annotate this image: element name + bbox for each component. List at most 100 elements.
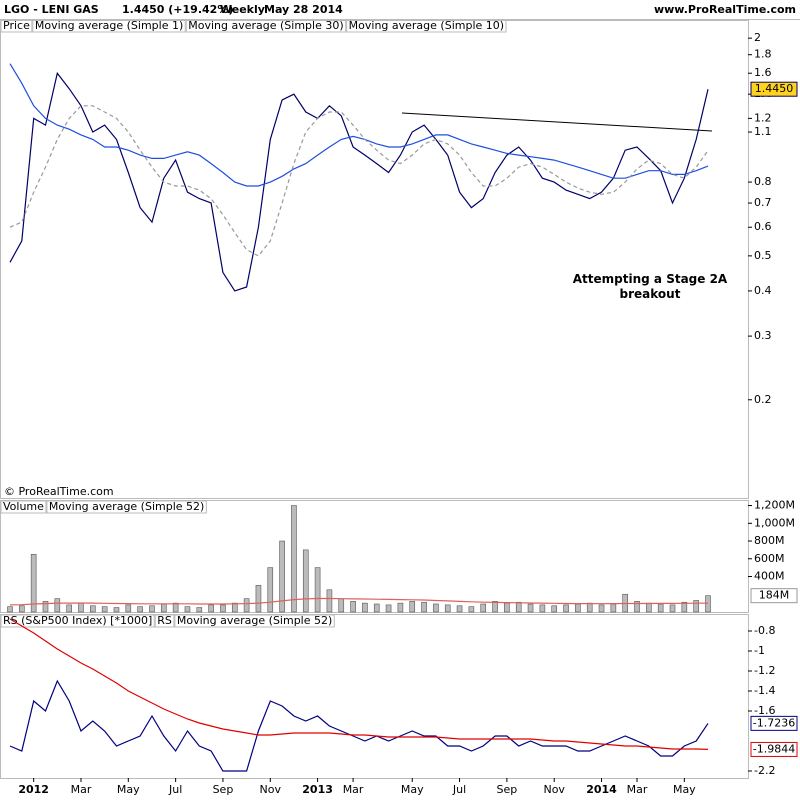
volume-bar	[149, 605, 155, 613]
y-tick-label: 600M	[754, 552, 785, 565]
volume-bar	[563, 604, 569, 613]
volume-bar	[669, 604, 676, 613]
volume-bar	[373, 603, 380, 613]
x-tick-label: Jul	[452, 783, 466, 796]
volume-bar	[480, 603, 487, 613]
volume-bar	[551, 605, 558, 613]
date: May 28 2014	[264, 3, 343, 16]
y-tick-label: 0.2	[754, 393, 772, 406]
series-line	[9, 105, 709, 257]
volume-bar	[160, 603, 167, 613]
volume-bar	[575, 603, 581, 613]
legend-entry: Moving average (Simple 30)	[188, 19, 343, 32]
y-tick-label: -1.4	[754, 684, 775, 697]
y-tick-label: 1,200M	[754, 499, 795, 512]
y-tick-label: -2.2	[754, 764, 775, 777]
volume-bar	[291, 505, 297, 613]
volume-bar	[385, 604, 392, 613]
volume-bar	[634, 601, 640, 613]
legend-entry: RS	[157, 614, 172, 627]
volume-bar	[101, 606, 108, 613]
copyright: © ProRealTime.com	[4, 485, 114, 498]
y-tick-label: -1.6	[754, 704, 775, 717]
volume-bar	[172, 602, 179, 613]
legend-entry: Moving average (Simple 52)	[49, 500, 204, 513]
rs-panel	[0, 614, 749, 779]
y-tick-label: 0.8	[754, 175, 772, 188]
volume-bar	[456, 605, 463, 613]
volume-bar	[137, 606, 143, 613]
volume-bar	[255, 585, 262, 613]
y-tick-label: 800M	[754, 534, 785, 547]
x-tick-label: May	[117, 783, 140, 796]
volume-bar	[433, 603, 439, 613]
volume-bar	[338, 598, 345, 613]
x-tick-label: 2012	[18, 783, 49, 796]
legend-box	[0, 614, 155, 628]
y-tick-label: 1.2	[754, 111, 772, 124]
legend-box	[346, 19, 507, 33]
volume-bar	[66, 604, 72, 613]
value-label: -1.9844	[753, 742, 795, 755]
volume-bar	[539, 604, 546, 613]
y-tick-label: 0.6	[754, 220, 772, 233]
volume-bar	[302, 549, 309, 613]
volume-bar	[78, 602, 84, 613]
volume-bar	[350, 601, 356, 613]
annotation-text: Attempting a Stage 2A breakout	[572, 272, 728, 301]
volume-bar	[527, 603, 534, 613]
volume-bar	[196, 607, 203, 613]
period: Weekly	[220, 3, 265, 16]
value-label-box	[750, 741, 798, 757]
volume-bar	[19, 605, 25, 613]
volume-bar	[279, 540, 285, 613]
legend-entry: Moving average (Simple 52)	[177, 614, 332, 627]
volume-bar	[409, 601, 416, 613]
volume-bar	[515, 601, 522, 613]
legend-entry: Moving average (Simple 10)	[349, 19, 504, 32]
value-label-box	[750, 715, 798, 731]
series-line	[9, 597, 709, 606]
quote: 1.4450 (+19.42%)	[122, 3, 233, 16]
volume-bar	[267, 567, 274, 613]
legend-box	[174, 614, 335, 628]
legend-entry: Price	[3, 19, 30, 32]
x-tick-label: Sep	[497, 783, 518, 796]
volume-bar	[598, 604, 605, 613]
y-tick-label: 1.1	[754, 125, 772, 138]
volume-bar	[90, 605, 96, 613]
y-tick-label: -1	[754, 644, 765, 657]
legend-box	[154, 614, 175, 628]
volume-bar	[646, 602, 652, 613]
y-tick-label: -1.2	[754, 664, 775, 677]
y-tick-label: 0.3	[754, 329, 772, 342]
x-tick-label: Jul	[168, 783, 182, 796]
series-line	[9, 63, 709, 187]
x-tick-label: Mar	[343, 783, 364, 796]
volume-bar	[42, 601, 49, 613]
volume-bar	[492, 601, 498, 613]
volume-bar	[421, 601, 427, 613]
volume-bar	[113, 607, 120, 613]
x-tick-label: Mar	[627, 783, 648, 796]
value-label-box	[750, 588, 798, 604]
x-tick-label: May	[673, 783, 696, 796]
volume-bar	[184, 606, 191, 613]
y-tick-label: 1.6	[754, 66, 772, 79]
value-label-box	[750, 81, 798, 97]
volume-bar	[444, 604, 451, 613]
volume-bar	[657, 603, 664, 613]
volume-bar	[610, 603, 617, 613]
series-line	[9, 71, 709, 292]
annotation: Attempting a Stage 2A breakout	[572, 272, 728, 301]
volume-bar	[220, 604, 226, 613]
symbol: LGO - LENI GAS	[4, 3, 99, 16]
volume-bar	[54, 598, 61, 613]
legend-box	[0, 19, 33, 33]
volume-bar	[231, 602, 238, 613]
volume-bar	[326, 589, 333, 613]
volume-bar	[705, 595, 711, 613]
volume-bar	[586, 602, 593, 613]
legend-entry: Volume	[3, 500, 44, 513]
